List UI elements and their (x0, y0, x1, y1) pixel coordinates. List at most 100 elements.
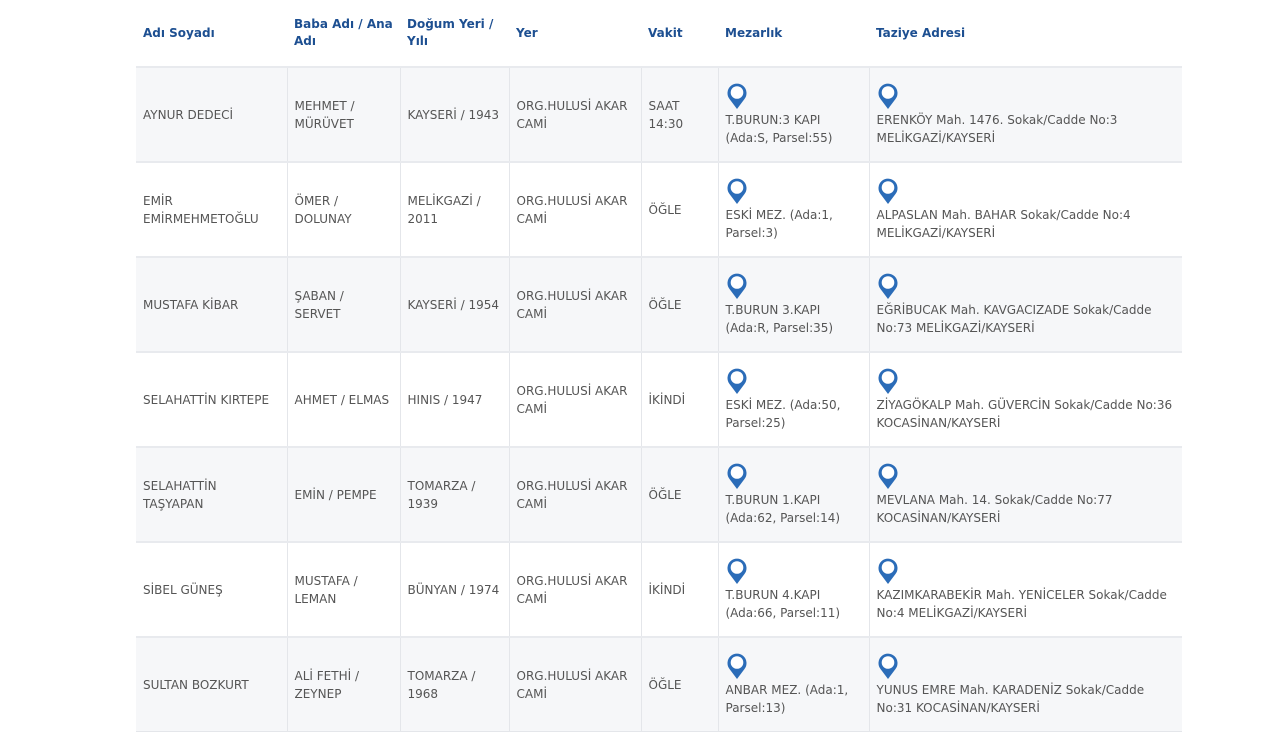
map-pin-icon[interactable] (877, 462, 899, 490)
cell-name: AYNUR DEDECİ (136, 66, 288, 163)
time-text: İKİNDİ (648, 582, 686, 597)
birth-text: TOMARZA / 1939 (407, 478, 476, 511)
header-place: Yer (516, 25, 538, 40)
name-text: SELAHATTİN TAŞYAPAN (143, 478, 217, 511)
cell-place: ORG.HULUSİ AKAR CAMİ (508, 446, 642, 543)
map-pin-icon[interactable] (877, 177, 899, 205)
table-row: SULTAN BOZKURT ALİ FETHİ / ZEYNEP TOMARZA … (136, 636, 1182, 732)
parents-text: AHMET / ELMAS (294, 392, 390, 407)
address-text: YUNUS EMRE Mah. KARADENİZ Sokak/Cadde No… (876, 683, 1145, 715)
parents-text: EMİN / PEMPE (294, 487, 377, 502)
time-text: SAAT 14:30 (648, 98, 684, 131)
cell-cemetery: T.BURUN:3 KAPI (Ada:S, Parsel:55) (717, 66, 870, 163)
cell-place: ORG.HULUSİ AKAR CAMİ (508, 351, 642, 448)
cell-address: ERENKÖY Mah. 1476. Sokak/Cadde No:3 MELİ… (868, 66, 1182, 163)
cell-time: ÖĞLE (640, 446, 719, 543)
cell-place: ORG.HULUSİ AKAR CAMİ (508, 541, 642, 638)
cell-place: ORG.HULUSİ AKAR CAMİ (508, 256, 642, 353)
name-text: SELAHATTİN KIRTEPE (143, 392, 270, 407)
address-text: MEVLANA Mah. 14. Sokak/Cadde No:77 KOCAS… (876, 493, 1113, 525)
parents-text: ÖMER / DOLUNAY (294, 193, 352, 226)
parents-text: ŞABAN / SERVET (294, 288, 344, 321)
birth-text: KAYSERİ / 1954 (407, 297, 500, 312)
map-pin-icon[interactable] (877, 82, 899, 110)
name-text: AYNUR DEDECİ (143, 107, 234, 122)
cell-address: ZİYAGÖKALP Mah. GÜVERCİN Sokak/Cadde No:… (868, 351, 1182, 448)
cell-address: EĞRİBUCAK Mah. KAVGACIZADE Sokak/Cadde N… (868, 256, 1182, 353)
time-text: ÖĞLE (648, 297, 682, 312)
cell-time: ÖĞLE (640, 161, 719, 258)
place-text: ORG.HULUSİ AKAR CAMİ (516, 98, 628, 131)
address-text: KAZIMKARABEKİR Mah. YENİCELER Sokak/Cadd… (876, 588, 1167, 620)
cell-time: İKİNDİ (640, 541, 719, 638)
map-pin-icon[interactable] (877, 272, 899, 300)
map-pin-icon[interactable] (726, 177, 748, 205)
time-text: İKİNDİ (648, 392, 686, 407)
table-row: SİBEL GÜNEŞ MUSTAFA / LEMAN BÜNYAN / 1974 O… (136, 541, 1182, 638)
cell-parents: MUSTAFA / LEMAN (286, 541, 401, 638)
cell-address: KAZIMKARABEKİR Mah. YENİCELER Sokak/Cadd… (868, 541, 1182, 638)
cell-parents: MEHMET / MÜRÜVET (286, 66, 401, 163)
name-text: SİBEL GÜNEŞ (143, 582, 223, 597)
map-pin-icon[interactable] (726, 82, 748, 110)
cell-birth: TOMARZA / 1968 (399, 636, 510, 732)
time-text: ÖĞLE (648, 677, 682, 692)
funeral-table: Adı Soyadı Baba Adı / Ana Adı Doğum Yeri… (136, 0, 1182, 732)
birth-text: KAYSERİ / 1943 (407, 107, 500, 122)
cell-address: MEVLANA Mah. 14. Sokak/Cadde No:77 KOCAS… (868, 446, 1182, 543)
map-pin-icon[interactable] (726, 367, 748, 395)
address-text: ERENKÖY Mah. 1476. Sokak/Cadde No:3 MELİ… (876, 113, 1118, 145)
cell-parents: AHMET / ELMAS (286, 351, 401, 448)
cell-cemetery: ESKİ MEZ. (Ada:50, Parsel:25) (717, 351, 870, 448)
cell-parents: EMİN / PEMPE (286, 446, 401, 543)
time-text: ÖĞLE (648, 487, 682, 502)
map-pin-icon[interactable] (726, 652, 748, 680)
table-row: MUSTAFA KİBAR ŞABAN / SERVET KAYSERİ / 195… (136, 256, 1182, 353)
cemetery-text: ANBAR MEZ. (Ada:1, Parsel:13) (725, 683, 849, 715)
cemetery-text: T.BURUN 1.KAPI (Ada:62, Parsel:14) (725, 493, 841, 525)
header-name: Adı Soyadı (143, 25, 215, 40)
cell-birth: KAYSERİ / 1943 (399, 66, 510, 163)
birth-text: TOMARZA / 1968 (407, 668, 476, 701)
cell-time: İKİNDİ (640, 351, 719, 448)
map-pin-icon[interactable] (726, 272, 748, 300)
table-row: SELAHATTİN TAŞYAPAN EMİN / PEMPE TOMARZA /… (136, 446, 1182, 543)
header-birth: Doğum Yeri / Yılı (407, 17, 494, 48)
parents-text: ALİ FETHİ / ZEYNEP (294, 668, 359, 701)
parents-text: MEHMET / MÜRÜVET (294, 98, 355, 131)
map-pin-icon[interactable] (726, 557, 748, 585)
cell-birth: KAYSERİ / 1954 (399, 256, 510, 353)
place-text: ORG.HULUSİ AKAR CAMİ (516, 668, 628, 701)
cell-name: SELAHATTİN TAŞYAPAN (136, 446, 288, 543)
cemetery-text: ESKİ MEZ. (Ada:1, Parsel:3) (725, 208, 833, 240)
birth-text: HINIS / 1947 (407, 392, 483, 407)
cell-parents: ÖMER / DOLUNAY (286, 161, 401, 258)
cemetery-text: T.BURUN:3 KAPI (Ada:S, Parsel:55) (725, 113, 833, 145)
cell-cemetery: T.BURUN 4.KAPI (Ada:66, Parsel:11) (717, 541, 870, 638)
map-pin-icon[interactable] (726, 462, 748, 490)
table-row: AYNUR DEDECİ MEHMET / MÜRÜVET KAYSERİ / 19… (136, 66, 1182, 163)
cell-time: ÖĞLE (640, 636, 719, 732)
place-text: ORG.HULUSİ AKAR CAMİ (516, 288, 628, 321)
header-time: Vakit (648, 25, 683, 40)
cell-birth: BÜNYAN / 1974 (399, 541, 510, 638)
cell-cemetery: ANBAR MEZ. (Ada:1, Parsel:13) (717, 636, 870, 732)
cell-address: YUNUS EMRE Mah. KARADENİZ Sokak/Cadde No… (868, 636, 1182, 732)
cell-cemetery: T.BURUN 3.KAPI (Ada:R, Parsel:35) (717, 256, 870, 353)
cell-name: SİBEL GÜNEŞ (136, 541, 288, 638)
cell-parents: ALİ FETHİ / ZEYNEP (286, 636, 401, 732)
map-pin-icon[interactable] (877, 367, 899, 395)
place-text: ORG.HULUSİ AKAR CAMİ (516, 478, 628, 511)
cell-birth: TOMARZA / 1939 (399, 446, 510, 543)
cell-cemetery: T.BURUN 1.KAPI (Ada:62, Parsel:14) (717, 446, 870, 543)
map-pin-icon[interactable] (877, 557, 899, 585)
time-text: ÖĞLE (648, 202, 682, 217)
cell-name: EMİR EMİRMEHMETOĞLU (136, 161, 288, 258)
cell-name: SELAHATTİN KIRTEPE (136, 351, 288, 448)
cell-place: ORG.HULUSİ AKAR CAMİ (508, 636, 642, 732)
cell-birth: MELİKGAZİ / 2011 (399, 161, 510, 258)
map-pin-icon[interactable] (877, 652, 899, 680)
cell-parents: ŞABAN / SERVET (286, 256, 401, 353)
cell-name: SULTAN BOZKURT (136, 636, 288, 732)
cemetery-text: ESKİ MEZ. (Ada:50, Parsel:25) (725, 398, 841, 430)
